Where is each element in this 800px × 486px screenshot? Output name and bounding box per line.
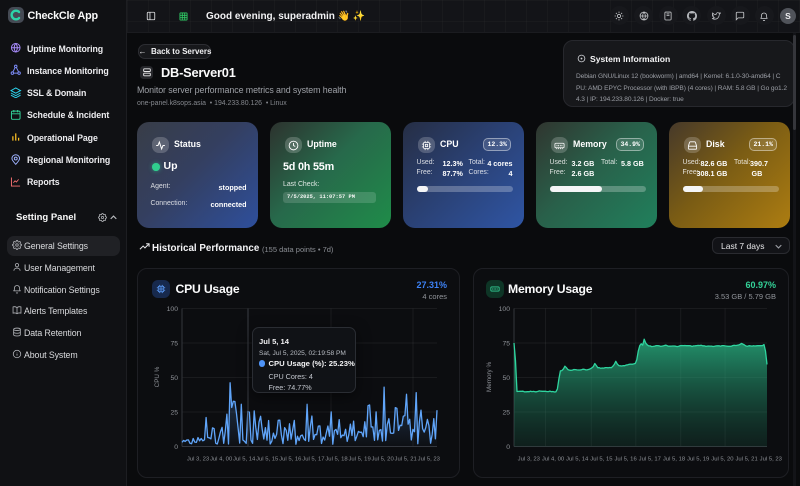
svg-text:Jul 5, 19: Jul 5, 19 — [348, 457, 370, 463]
svg-text:CPU %: CPU % — [154, 366, 161, 387]
svg-text:Jul 5, 21: Jul 5, 21 — [395, 457, 417, 463]
svg-text:Jul 5, 20: Jul 5, 20 — [711, 457, 734, 463]
svg-text:Memory %: Memory % — [486, 362, 493, 392]
svg-text:Jul 5, 14: Jul 5, 14 — [233, 457, 256, 463]
svg-text:Jul 5, 15: Jul 5, 15 — [590, 457, 613, 463]
svg-text:Jul 5, 15: Jul 5, 15 — [256, 457, 279, 463]
svg-text:Jul 5, 20: Jul 5, 20 — [371, 457, 394, 463]
svg-text:Jul 3, 23: Jul 3, 23 — [518, 457, 541, 463]
svg-text:50: 50 — [502, 375, 510, 382]
svg-text:Jul 5, 23: Jul 5, 23 — [760, 457, 783, 463]
svg-text:Jul 5, 16: Jul 5, 16 — [614, 457, 637, 463]
svg-text:Jul 5, 23: Jul 5, 23 — [418, 457, 441, 463]
svg-text:100: 100 — [167, 306, 179, 313]
svg-text:Jul 5, 16: Jul 5, 16 — [279, 457, 302, 463]
svg-text:75: 75 — [502, 340, 510, 347]
svg-text:Jul 5, 18: Jul 5, 18 — [663, 457, 686, 463]
svg-text:25: 25 — [170, 409, 178, 416]
svg-text:Jul 5, 17: Jul 5, 17 — [302, 457, 324, 463]
svg-text:Jul 4, 00: Jul 4, 00 — [542, 457, 565, 463]
svg-text:Jul 4, 00: Jul 4, 00 — [210, 457, 233, 463]
svg-text:75: 75 — [170, 340, 178, 347]
svg-text:Jul 5, 19: Jul 5, 19 — [687, 457, 709, 463]
svg-text:Jul 5, 18: Jul 5, 18 — [325, 457, 348, 463]
svg-text:Jul 5, 14: Jul 5, 14 — [566, 457, 589, 463]
svg-text:100: 100 — [499, 306, 511, 313]
svg-text:Jul 3, 23: Jul 3, 23 — [187, 457, 210, 463]
svg-text:Jul 5, 21: Jul 5, 21 — [735, 457, 757, 463]
svg-text:0: 0 — [174, 444, 178, 451]
svg-text:50: 50 — [170, 375, 178, 382]
svg-text:0: 0 — [506, 444, 510, 451]
svg-text:25: 25 — [502, 409, 510, 416]
svg-text:Jul 5, 17: Jul 5, 17 — [639, 457, 661, 463]
